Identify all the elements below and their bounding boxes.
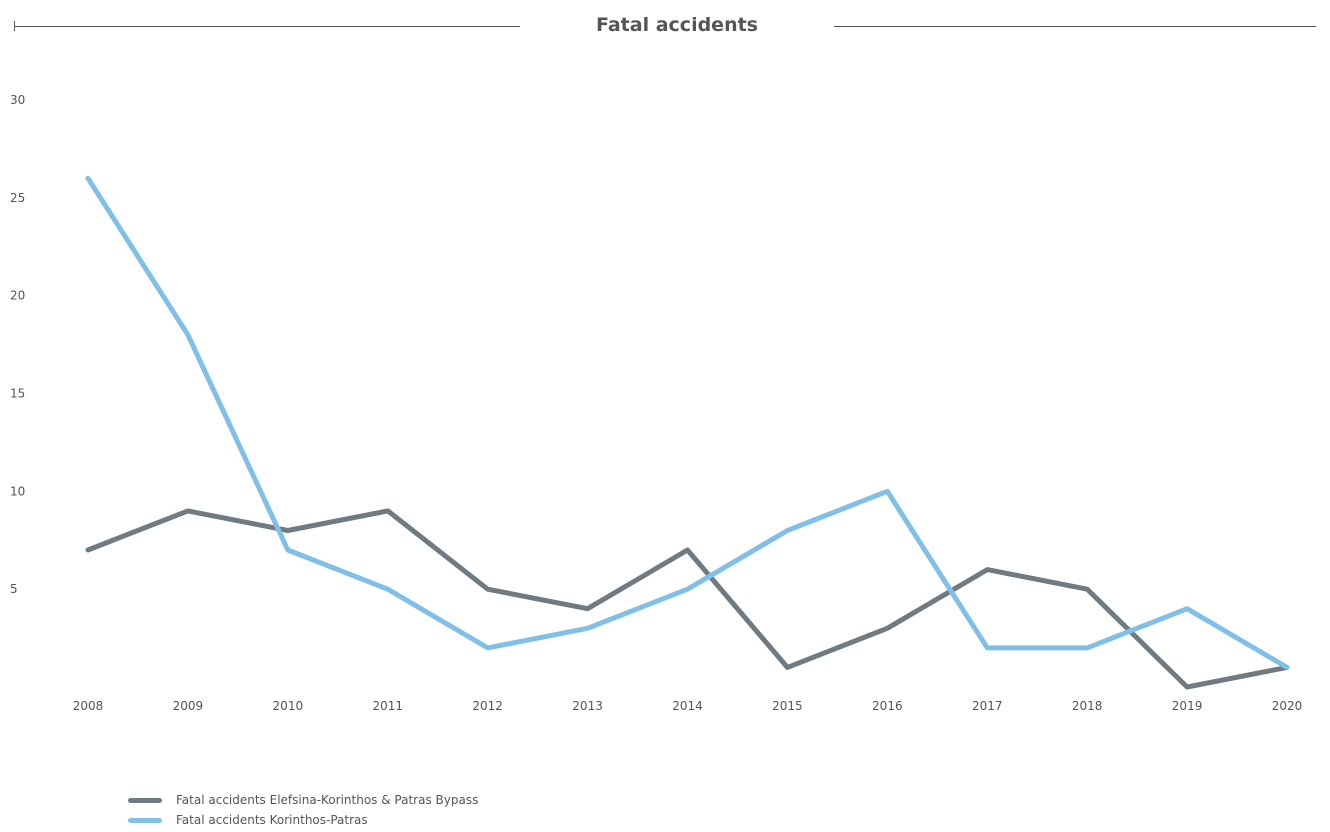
legend-label-korinthos-patras: Fatal accidents Korinthos-Patras	[176, 813, 368, 827]
x-tick-label: 2008	[73, 699, 104, 713]
series-line-1	[85, 175, 1290, 670]
x-tick-label: 2011	[372, 699, 403, 713]
y-tick-label: 15	[10, 387, 25, 401]
y-axis-ticks: 5 10 15 20 25 30	[10, 93, 25, 596]
y-tick-label: 25	[10, 191, 25, 205]
x-tick-label: 2009	[173, 699, 204, 713]
x-tick-label: 2012	[472, 699, 503, 713]
x-tick-label: 2016	[872, 699, 903, 713]
x-tick-label: 2013	[572, 699, 603, 713]
legend-item-elefsina-korinthos: Fatal accidents Elefsina-Korinthos & Pat…	[128, 790, 478, 810]
y-tick-label: 5	[10, 582, 18, 596]
series-lines	[85, 175, 1290, 690]
chart-title: Fatal accidents	[596, 14, 758, 36]
title-rule-right	[834, 26, 1316, 27]
y-tick-label: 10	[10, 484, 25, 498]
x-tick-label: 2020	[1272, 699, 1303, 713]
legend-label-elefsina-korinthos: Fatal accidents Elefsina-Korinthos & Pat…	[176, 793, 479, 807]
legend: Fatal accidents Elefsina-Korinthos & Pat…	[128, 790, 478, 830]
x-axis-ticks: 2008 2009 2010 2011 2012 2013 2014 2015 2016 2017…	[73, 699, 1303, 713]
x-tick-label: 2014	[672, 699, 703, 713]
x-tick-label: 2015	[772, 699, 803, 713]
x-tick-label: 2019	[1172, 699, 1203, 713]
y-tick-label: 20	[10, 289, 25, 303]
title-rule-left	[14, 26, 520, 27]
line-chart: 5 10 15 20 25 30 2008 2009 2010 2011 2012 2013 2014…	[10, 93, 1303, 713]
y-tick-label: 30	[10, 93, 25, 107]
series-line-0	[85, 508, 1290, 690]
legend-swatch-elefsina-korinthos	[128, 797, 162, 803]
x-tick-label: 2017	[972, 699, 1003, 713]
legend-swatch-korinthos-patras	[128, 817, 162, 823]
title-row: Fatal accidents	[0, 0, 1330, 56]
x-tick-label: 2018	[1072, 699, 1103, 713]
legend-item-korinthos-patras: Fatal accidents Korinthos-Patras	[128, 810, 478, 830]
x-tick-label: 2010	[273, 699, 304, 713]
